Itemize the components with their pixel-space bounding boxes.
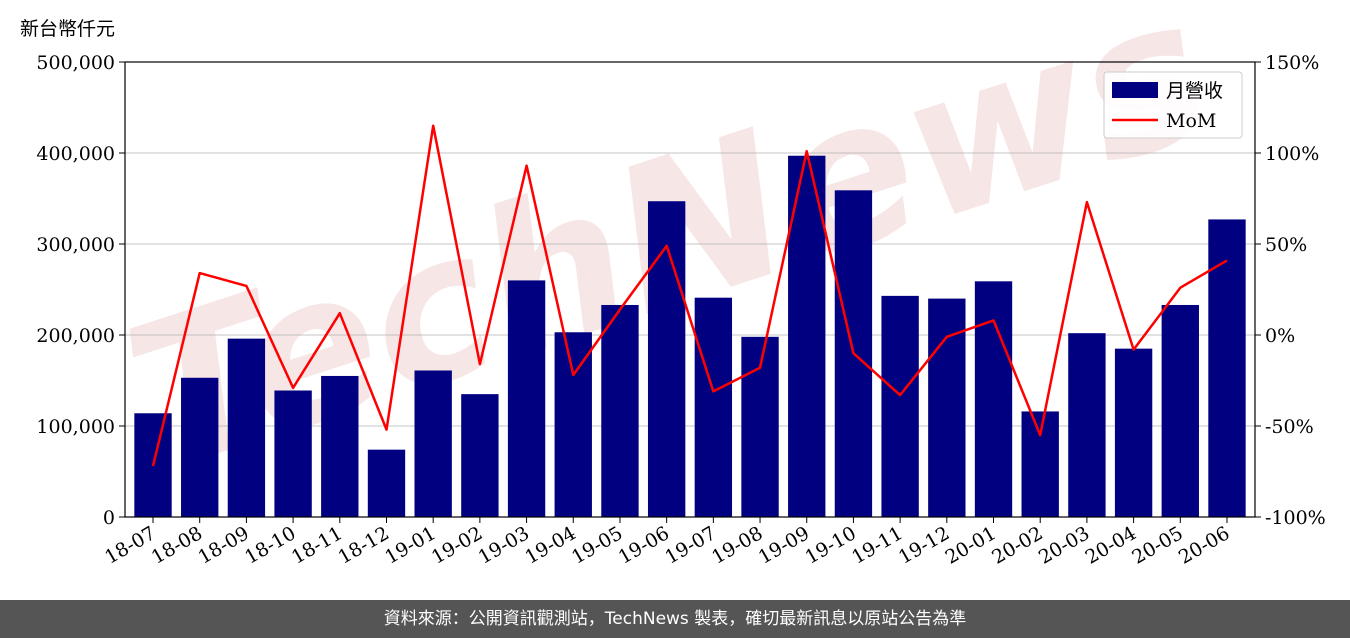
x-tick-label: 19-12 bbox=[895, 522, 953, 568]
bar-20-01 bbox=[974, 281, 1013, 517]
x-tick-label: 19-01 bbox=[381, 522, 439, 568]
x-tick-label: 20-04 bbox=[1082, 522, 1140, 568]
bar-19-04 bbox=[554, 332, 592, 517]
right-tick-label: -100% bbox=[1265, 507, 1326, 529]
x-tick-label: 18-08 bbox=[148, 522, 206, 568]
left-tick-label: 100,000 bbox=[36, 416, 115, 438]
bar-19-07 bbox=[694, 297, 733, 517]
bar-19-09 bbox=[788, 155, 826, 518]
legend: 月營收 MoM bbox=[1103, 71, 1243, 139]
x-tick-label: 19-03 bbox=[475, 522, 533, 568]
x-tick-label: 19-08 bbox=[708, 522, 766, 568]
x-tick-label: 20-02 bbox=[988, 522, 1046, 568]
y-axis-unit-label: 新台幣仟元 bbox=[20, 18, 116, 40]
bar-19-01 bbox=[414, 370, 452, 517]
x-tick-label: 18-12 bbox=[335, 522, 393, 568]
bar-18-08 bbox=[181, 377, 219, 517]
x-tick-label: 18-10 bbox=[241, 522, 299, 568]
bars bbox=[134, 155, 1246, 518]
left-tick-label: 400,000 bbox=[36, 143, 115, 165]
bar-19-11 bbox=[881, 295, 919, 517]
source-footer: 資料來源：公開資訊觀測站，TechNews 製表，確切最新訊息以原站公告為準 bbox=[0, 600, 1350, 638]
x-tick-label: 20-06 bbox=[1175, 522, 1233, 568]
bar-18-10 bbox=[274, 390, 312, 517]
right-tick-label: 0% bbox=[1265, 325, 1295, 347]
mom-line bbox=[151, 124, 1228, 467]
bar-18-12 bbox=[367, 449, 406, 517]
plot-frame bbox=[124, 61, 1256, 518]
bar-19-06 bbox=[647, 201, 686, 518]
bar-19-12 bbox=[928, 298, 966, 517]
bar-18-11 bbox=[321, 375, 359, 517]
left-tick-label: 500,000 bbox=[36, 52, 115, 74]
x-tick-label: 20-03 bbox=[1035, 522, 1093, 568]
x-tick-label: 19-11 bbox=[848, 522, 906, 568]
left-tick-label: 300,000 bbox=[36, 234, 115, 256]
mom-series-line bbox=[151, 124, 1228, 467]
x-tick-label: 18-11 bbox=[288, 522, 346, 568]
bar-20-06 bbox=[1208, 219, 1246, 517]
x-tick-label: 19-10 bbox=[801, 522, 859, 568]
x-tick-label: 20-05 bbox=[1128, 522, 1186, 568]
x-tick-label: 20-01 bbox=[942, 522, 1000, 568]
x-tick-label: 19-07 bbox=[661, 522, 719, 568]
right-tick-label: 100% bbox=[1265, 143, 1319, 165]
x-tick-label: 18-09 bbox=[194, 522, 252, 568]
bar-19-03 bbox=[507, 280, 546, 517]
left-tick-label: 200,000 bbox=[36, 325, 115, 347]
right-tick-label: 150% bbox=[1265, 52, 1319, 74]
bar-20-03 bbox=[1068, 333, 1106, 517]
legend-label-mom: MoM bbox=[1166, 110, 1216, 132]
legend-label-revenue: 月營收 bbox=[1166, 80, 1223, 102]
right-tick-label: -50% bbox=[1265, 416, 1314, 438]
bar-20-02 bbox=[1021, 411, 1059, 517]
revenue-chart: TechNews 0100,000200,000300,000400,00050… bbox=[36, 0, 1326, 569]
bar-20-05 bbox=[1161, 304, 1199, 517]
bar-18-09 bbox=[227, 338, 266, 517]
bar-19-05 bbox=[601, 304, 639, 517]
x-tick-label: 19-04 bbox=[521, 522, 579, 568]
x-tick-label: 19-02 bbox=[428, 522, 486, 568]
x-tick-label: 19-09 bbox=[755, 522, 813, 568]
legend-bar-swatch bbox=[1112, 82, 1158, 98]
x-tick-label: 19-05 bbox=[568, 522, 626, 568]
bar-20-04 bbox=[1114, 348, 1153, 517]
left-tick-label: 0 bbox=[103, 507, 115, 529]
bar-19-02 bbox=[461, 394, 499, 517]
x-tick-label: 18-07 bbox=[101, 522, 159, 568]
x-tick-label: 19-06 bbox=[615, 522, 673, 568]
right-tick-label: 50% bbox=[1265, 234, 1307, 256]
